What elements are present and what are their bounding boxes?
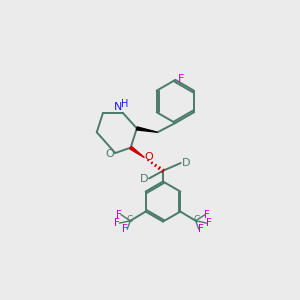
Text: D: D (182, 158, 190, 168)
Text: F: F (122, 224, 128, 234)
Text: F: F (116, 210, 122, 220)
Text: H: H (121, 99, 128, 109)
Text: O: O (106, 149, 114, 159)
Polygon shape (130, 146, 145, 158)
Text: D: D (140, 174, 148, 184)
Text: F: F (204, 210, 210, 220)
Text: O: O (145, 152, 154, 162)
Text: F: F (114, 218, 120, 228)
Text: F: F (198, 224, 204, 234)
Text: N: N (114, 102, 122, 112)
Text: C: C (126, 215, 133, 224)
Text: C: C (194, 215, 200, 224)
Text: F: F (178, 74, 185, 84)
Polygon shape (136, 127, 158, 132)
Text: F: F (206, 218, 212, 228)
